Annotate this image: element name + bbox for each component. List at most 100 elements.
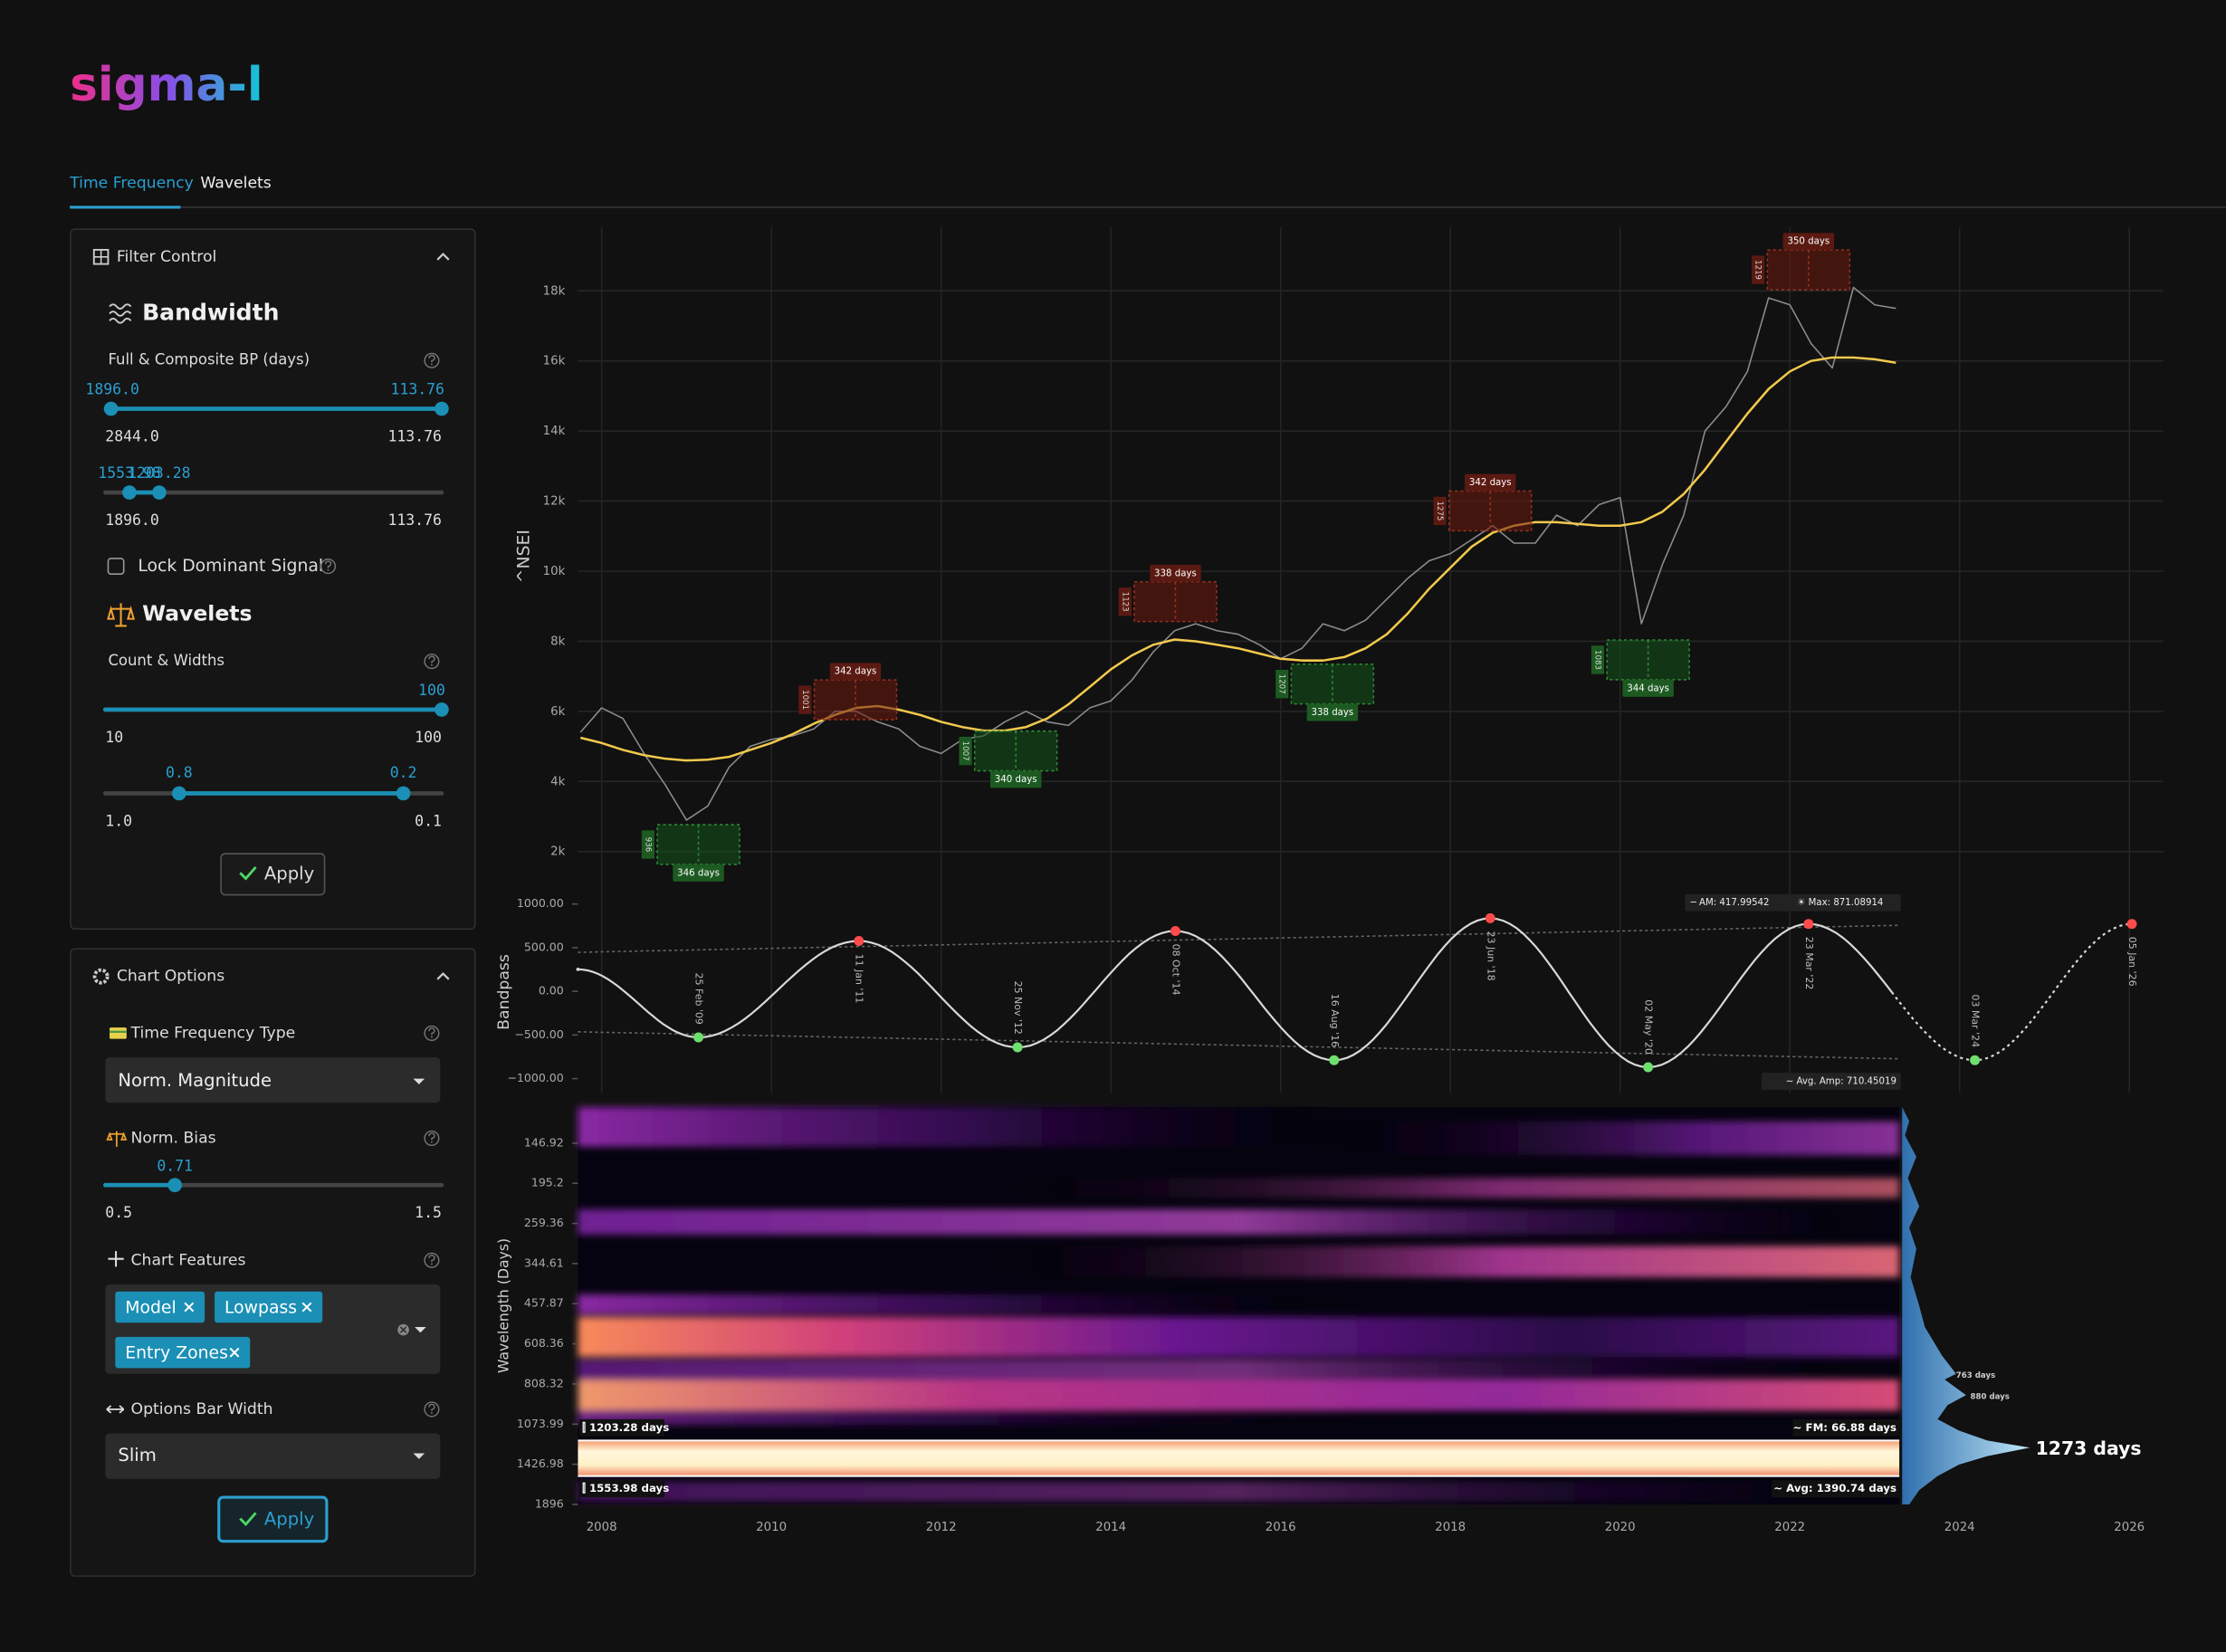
dropdown[interactable] [105, 1057, 441, 1103]
y-tick-label: 14k [543, 425, 566, 438]
apply-button[interactable] [220, 853, 326, 896]
x-tick-label: 2016 [1266, 1521, 1296, 1534]
help-dot [430, 1412, 433, 1414]
band-label: ⫿ 1553.98 days [582, 1482, 669, 1494]
y-tick-label: 500.00 [524, 940, 564, 953]
slider-handle[interactable] [103, 401, 119, 416]
heatmap-band [578, 1481, 1900, 1502]
gear-icon [92, 968, 110, 985]
dropdown[interactable] [105, 1433, 441, 1479]
y-tick-label: 259.36 [524, 1216, 564, 1229]
field-label: Chart Features [131, 1251, 246, 1269]
help-dot [430, 1141, 433, 1143]
slider-min: 1896.0 [105, 511, 158, 529]
wavelets-icon [107, 603, 136, 627]
turning-point [1329, 1055, 1340, 1065]
width-icon [106, 1405, 125, 1414]
zone-side-bg [1591, 645, 1605, 674]
heatmap-band [578, 1208, 1900, 1236]
slider-handle[interactable] [172, 786, 186, 801]
slider-handle[interactable] [396, 786, 411, 801]
section-heading: Wavelets [142, 600, 252, 625]
y-axis-label: ^NSEI [514, 530, 533, 583]
feature-tag[interactable] [115, 1291, 205, 1323]
help-glyph [428, 655, 435, 664]
y-tick-label: 2k [550, 845, 565, 859]
band-label-bg [1792, 1418, 1900, 1437]
feature-tag[interactable] [215, 1291, 323, 1323]
y-tick-label: 12k [543, 495, 566, 509]
feature-tag[interactable] [115, 1336, 251, 1369]
heatmap-band [578, 1294, 1900, 1314]
check-icon [239, 866, 257, 881]
y-tick-label: 8k [550, 635, 565, 648]
y-tick-label: 1896 [535, 1496, 564, 1510]
help-glyph [324, 560, 332, 568]
tab[interactable]: Time Frequency [69, 174, 194, 192]
bandpass-line [578, 917, 1893, 1069]
annotation: ─ AM: 417.99542 [1690, 898, 1770, 908]
tag-remove[interactable] [229, 1347, 240, 1358]
turning-point-label: 03 Mar '24 [1970, 994, 1982, 1047]
slider-min: 0.5 [105, 1204, 132, 1221]
zone-label-bg [1150, 564, 1201, 582]
checkbox[interactable] [107, 558, 125, 575]
help-icon[interactable] [424, 1401, 440, 1418]
field-label: Options Bar Width [131, 1400, 273, 1418]
annotation-bg [1762, 1073, 1901, 1091]
zone-side-label: 1001 [800, 690, 809, 710]
panel [70, 948, 476, 1577]
tab[interactable]: Wavelets [200, 174, 271, 192]
slider-max: 100 [415, 729, 442, 746]
help-dot [327, 568, 330, 571]
help-glyph [428, 1255, 435, 1263]
band-label: ∼ Avg: 1390.74 days [1773, 1482, 1896, 1494]
slider-handle[interactable] [435, 401, 449, 416]
histogram-peak-label: 880 days [1970, 1392, 2009, 1401]
tag-remove[interactable] [184, 1302, 195, 1313]
zone-side-bg [798, 685, 812, 714]
slider-handle[interactable] [435, 702, 449, 717]
heatmap-band [578, 1316, 1900, 1357]
slider-min: 2844.0 [105, 427, 158, 444]
zone-label-bg [673, 864, 724, 882]
y-tick-label: 6k [550, 705, 565, 719]
help-icon[interactable] [320, 559, 337, 575]
turning-point [576, 967, 580, 971]
zone-side-label: 1207 [1277, 674, 1286, 694]
help-icon[interactable] [424, 1025, 440, 1041]
y-axis-label: Wavelength (Days) [494, 1238, 511, 1373]
apply-button[interactable] [217, 1495, 329, 1543]
slider-value: 1203.28 [128, 464, 190, 482]
band-edge [578, 1439, 1900, 1477]
help-icon[interactable] [424, 1130, 440, 1146]
button-label[interactable]: Apply [264, 863, 314, 883]
y-tick-label: 808.32 [524, 1376, 564, 1389]
y-tick-label: 10k [543, 565, 566, 578]
turning-point-label: 05 Jan '26 [2126, 937, 2138, 987]
zone-side-bg [1275, 669, 1289, 699]
button-label[interactable]: Apply [264, 1509, 314, 1530]
collapse-toggle[interactable] [436, 972, 450, 980]
zone-label: 346 days [677, 868, 720, 878]
help-icon[interactable] [424, 352, 440, 368]
turning-point [1485, 912, 1495, 923]
checkbox-label[interactable]: Lock Dominant Signal [138, 557, 323, 576]
help-icon[interactable] [424, 1252, 440, 1268]
bandwidth-icon [109, 310, 132, 317]
zone-label: 342 days [1469, 478, 1512, 488]
collapse-toggle[interactable] [436, 253, 450, 261]
clear-all-x [399, 1326, 407, 1333]
price-line [579, 286, 1896, 821]
help-icon[interactable] [424, 654, 440, 670]
slider-handle[interactable] [167, 1178, 182, 1193]
x-tick-label: 2022 [1774, 1521, 1805, 1534]
zone-label: 350 days [1787, 237, 1830, 247]
band-label-bg [578, 1480, 665, 1498]
tag-remove[interactable] [301, 1302, 312, 1313]
card-icon [110, 1027, 127, 1039]
y-tick-label: 344.61 [524, 1256, 564, 1269]
slider-handle[interactable] [122, 485, 137, 500]
slider-handle[interactable] [152, 485, 167, 500]
